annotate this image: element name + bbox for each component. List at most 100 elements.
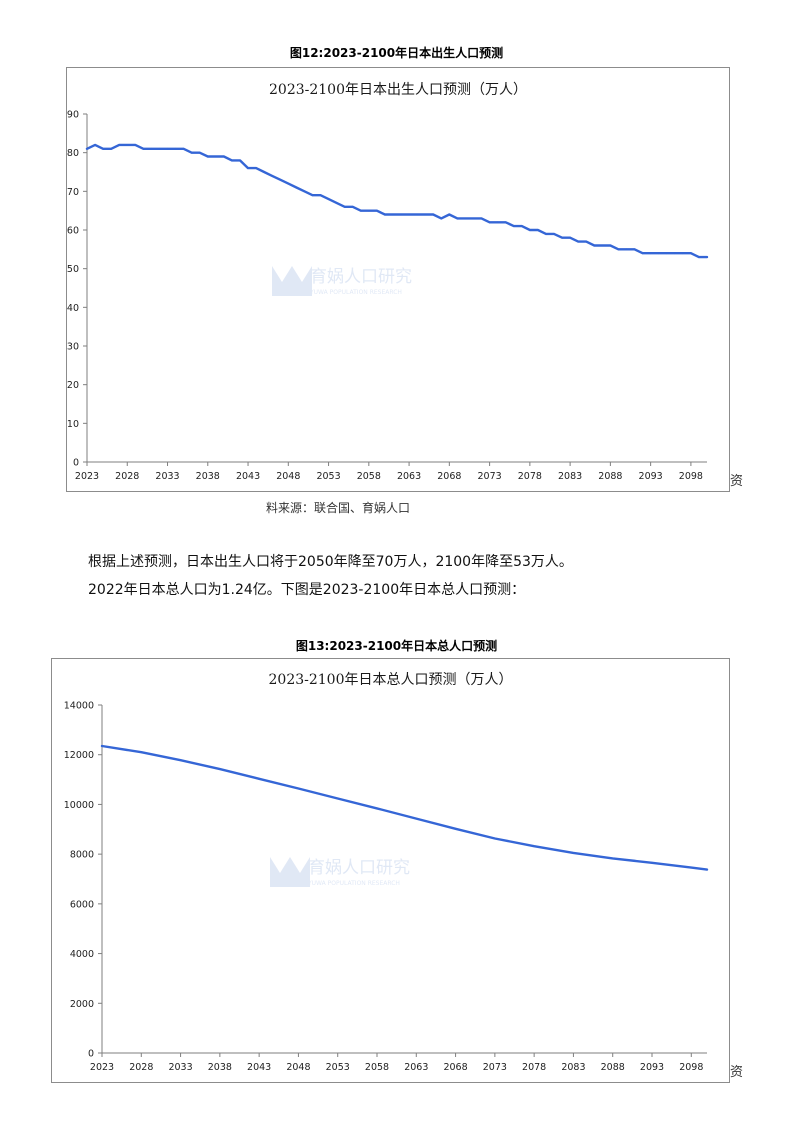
y-tick-label: 0: [88, 1049, 94, 1060]
data-point: [174, 147, 177, 150]
data-point: [504, 221, 507, 224]
data-point: [611, 857, 614, 860]
data-point: [665, 252, 668, 255]
data-point: [198, 151, 201, 154]
data-point: [319, 194, 322, 197]
data-point: [651, 861, 653, 864]
data-point: [126, 144, 129, 146]
y-tick-label: 60: [67, 226, 79, 237]
data-point: [400, 213, 402, 216]
x-tick-label: 2043: [247, 1062, 271, 1073]
y-tick-label: 20: [67, 380, 79, 391]
trailing-char: 资: [730, 474, 744, 489]
x-tick-label: 2043: [236, 471, 260, 482]
y-tick-label: 8000: [70, 850, 94, 861]
data-point: [561, 236, 563, 239]
data-point: [179, 759, 182, 762]
x-tick-label: 2068: [443, 1062, 467, 1073]
data-point: [158, 147, 161, 150]
data-point: [480, 217, 483, 220]
data-point: [641, 252, 644, 255]
data-point: [472, 217, 475, 220]
data-point: [247, 167, 249, 169]
data-point: [343, 205, 346, 208]
watermark-logo-icon: [270, 857, 310, 887]
chart-title: 2023-2100年日本出生人口预测（万人）: [269, 82, 527, 98]
data-point: [258, 777, 260, 780]
data-point: [142, 147, 145, 150]
data-point: [140, 751, 143, 754]
data-point: [263, 171, 265, 173]
x-tick-label: 2048: [276, 471, 300, 482]
data-point: [553, 233, 555, 235]
y-tick-label: 4000: [70, 949, 94, 960]
x-tick-label: 2078: [522, 1062, 546, 1073]
data-point: [440, 217, 443, 220]
x-tick-label: 2073: [483, 1062, 507, 1073]
data-point: [102, 147, 104, 150]
y-tick-label: 6000: [70, 899, 94, 910]
data-point: [94, 144, 96, 146]
data-point: [206, 155, 209, 158]
x-tick-label: 2048: [286, 1062, 310, 1073]
data-point: [311, 194, 314, 197]
data-point: [464, 217, 467, 220]
data-point: [271, 175, 274, 177]
data-point: [255, 167, 257, 169]
x-tick-label: 2053: [316, 471, 340, 482]
data-point: [424, 213, 427, 216]
data-point: [601, 244, 604, 247]
data-point: [239, 159, 241, 162]
data-point: [416, 213, 418, 216]
data-point: [376, 807, 378, 810]
data-point: [496, 221, 499, 224]
data-point: [223, 155, 225, 158]
x-tick-label: 2028: [115, 471, 139, 482]
watermark-sub: YUWA POPULATION RESEARCH: [307, 880, 400, 887]
chart-svg: 2023-2100年日本总人口预测（万人） 育娲人口研究 YUWA POPULATI…: [64, 672, 709, 1073]
x-tick-label: 2063: [404, 1062, 428, 1073]
watermark-brand: 育娲人口研究: [308, 858, 410, 878]
x-tick-label: 2038: [208, 1062, 232, 1073]
data-point: [359, 209, 362, 212]
data-point: [303, 190, 306, 193]
data-point: [657, 252, 660, 255]
data-point: [219, 768, 221, 770]
x-tick-label: 2078: [518, 471, 542, 482]
data-point: [351, 205, 354, 208]
data-point: [569, 236, 571, 239]
paragraph-line-1: 根据上述预测，日本出生人口将于2050年降至70万人，2100年降至53万人。: [88, 554, 573, 570]
data-point: [537, 229, 539, 231]
x-tick-label: 2058: [365, 1062, 389, 1073]
data-point: [690, 252, 692, 255]
y-tick-label: 2000: [70, 999, 94, 1010]
birth-population-chart: 2023-2100年日本出生人口预测（万人） 育娲人口研究 YUWA POPULAT…: [66, 67, 730, 492]
x-tick-label: 2068: [437, 471, 461, 482]
data-point: [367, 209, 370, 212]
data-point: [376, 209, 378, 212]
data-point: [166, 147, 169, 150]
data-point: [690, 866, 693, 869]
data-point: [512, 225, 515, 228]
x-tick-label: 2083: [561, 1062, 585, 1073]
data-point: [706, 256, 708, 258]
data-point: [415, 817, 418, 820]
chart-title: 2023-2100年日本总人口预测（万人）: [269, 672, 513, 688]
x-tick-label: 2088: [601, 1062, 625, 1073]
data-point: [706, 868, 708, 871]
x-tick-label: 2093: [639, 471, 663, 482]
data-point: [134, 144, 137, 146]
x-tick-label: 2038: [196, 471, 220, 482]
x-tick-label: 2088: [598, 471, 622, 482]
data-point: [698, 256, 700, 258]
data-point: [110, 147, 113, 150]
y-tick-label: 12000: [64, 750, 94, 761]
watermark-brand: 育娲人口研究: [310, 267, 412, 287]
x-tick-label: 2023: [90, 1062, 114, 1073]
data-point: [101, 745, 103, 747]
data-point: [384, 213, 386, 216]
watermark-logo-icon: [272, 266, 312, 296]
data-point: [520, 225, 523, 228]
y-tick-label: 70: [67, 187, 79, 198]
data-point: [150, 147, 153, 150]
